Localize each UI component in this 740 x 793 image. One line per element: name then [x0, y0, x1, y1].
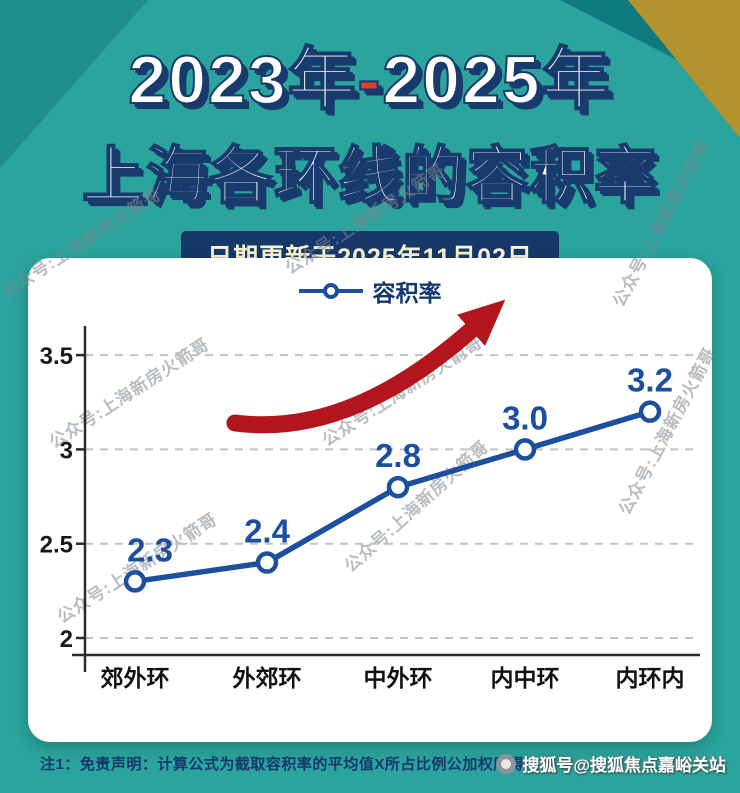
y-tick-label: 3.5	[40, 343, 73, 370]
data-point-marker	[255, 551, 279, 574]
chart-legend: 容积率	[28, 274, 712, 308]
y-tick-label: 3	[60, 437, 73, 464]
disclaimer-note: 注1：免责声明：计算公式为截取容积率的平均值X所占比例公加权所得	[40, 756, 525, 773]
title-years-start: 2023年	[127, 41, 358, 119]
data-point-marker	[123, 570, 147, 593]
y-tick-label: 2	[60, 626, 73, 653]
title-dash: -	[357, 41, 383, 119]
trend-arrow	[226, 299, 506, 434]
sohu-watermark: 搜狐号@搜狐焦点嘉峪关站	[496, 751, 726, 776]
legend-line-marker-icon	[298, 283, 363, 299]
legend-ring-icon	[322, 283, 339, 299]
data-point-marker	[386, 475, 410, 499]
y-tick-label: 2.5	[40, 532, 73, 559]
page-title-line2: 上海各环线的容积率	[81, 141, 658, 212]
data-point-marker	[638, 400, 662, 423]
data-value-label: 2.8	[375, 437, 421, 474]
x-category-label: 内环内	[616, 665, 685, 691]
x-category-label: 内中环	[491, 665, 560, 691]
line-chart: 2 2.5 3 3.5 郊外环 外郊环 中外环 内中环 内环内 2.3 2.4 2.8 3.0 3.2	[40, 299, 700, 691]
data-value-label: 2.3	[127, 531, 173, 568]
corner-triangle-top-right-gold	[628, 0, 740, 138]
x-category-label: 外郊环	[233, 665, 302, 691]
sohu-logo-icon	[496, 753, 517, 774]
title-years-end: 2025年	[381, 41, 612, 119]
data-point-marker	[513, 438, 537, 461]
x-category-label: 郊外环	[101, 665, 170, 691]
header: 2023年-2025年 上海各环线的容积率 日期更新于2025年11月02日	[0, 24, 740, 281]
x-category-label: 中外环	[364, 665, 433, 691]
data-value-label: 2.4	[244, 513, 291, 550]
legend-label: 容积率	[372, 280, 442, 306]
data-value-label: 3.2	[627, 362, 673, 399]
corner-triangle-top-left	[0, 0, 148, 168]
sohu-watermark-text: 搜狐号@搜狐焦点嘉峪关站	[522, 756, 726, 775]
chart-card: 公众号:上海新房火箭哥 公众号:上海新房火箭哥 公众号:上海新房火箭哥 公众号:…	[0, 136, 720, 742]
page-title-line1: 2023年-2025年	[0, 24, 740, 123]
data-value-label: 3.0	[502, 399, 548, 436]
